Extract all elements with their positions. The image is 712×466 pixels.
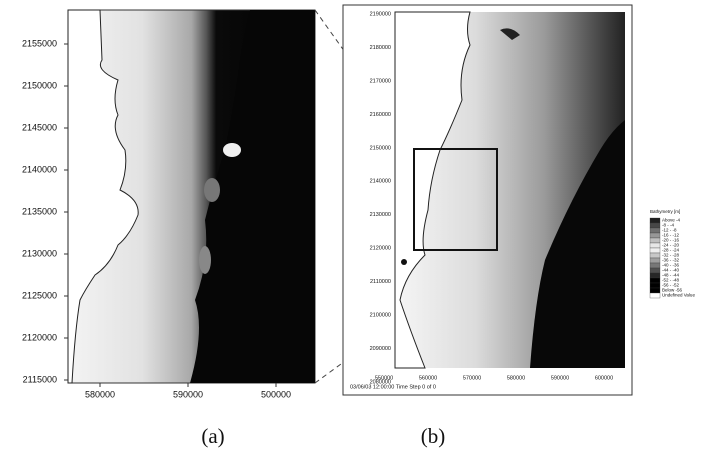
y-tick-label: 2130000 bbox=[22, 248, 57, 258]
y-tick-label: 2180000 bbox=[370, 45, 391, 51]
y-tick-label: 2125000 bbox=[22, 290, 57, 300]
y-tick-label: 2140000 bbox=[370, 179, 391, 185]
y-tick-label: 2130000 bbox=[370, 212, 391, 218]
legend-swatch bbox=[650, 273, 660, 278]
legend-swatch bbox=[650, 278, 660, 283]
y-tick-label: 2190000 bbox=[370, 11, 391, 17]
legend-swatch bbox=[650, 253, 660, 258]
y-tick-label: 2135000 bbox=[22, 206, 57, 216]
x-tick-label: 500000 bbox=[261, 389, 291, 399]
y-tick-label: 2115000 bbox=[23, 374, 57, 384]
y-tick-label: 2120000 bbox=[370, 246, 391, 252]
y-tick-label: 2110000 bbox=[370, 279, 391, 285]
y-tick-label: 2100000 bbox=[370, 313, 391, 319]
x-tick-label: 570000 bbox=[463, 375, 481, 381]
legend-swatch bbox=[650, 293, 660, 298]
map-a bbox=[68, 10, 315, 383]
legend-swatch bbox=[650, 238, 660, 243]
caption: (b) bbox=[421, 424, 446, 448]
x-tick-label: 580000 bbox=[85, 389, 115, 399]
legend-swatch bbox=[650, 218, 660, 223]
map-b bbox=[395, 12, 625, 368]
legend-label: Undefined Value bbox=[662, 293, 695, 298]
legend-swatch bbox=[650, 288, 660, 293]
x-tick-label: 550000 bbox=[375, 375, 393, 381]
footnote: 03/06/03 12:00:00 Time Step 0 of 0 bbox=[350, 384, 436, 390]
figure: Bathymetry [m] Above -4-8 - -4-12 - -8-1… bbox=[0, 0, 712, 466]
legend-swatch bbox=[650, 248, 660, 253]
legend-swatch bbox=[650, 223, 660, 228]
x-tick-label: 600000 bbox=[595, 375, 613, 381]
y-tick-label: 2170000 bbox=[370, 78, 391, 84]
legend-swatch bbox=[650, 283, 660, 288]
legend-title: Bathymetry [m] bbox=[650, 209, 680, 214]
y-tick-label: 2145000 bbox=[22, 122, 57, 132]
y-tick-label: 2150000 bbox=[370, 145, 391, 151]
legend-swatch bbox=[650, 263, 660, 268]
legend-swatch bbox=[650, 228, 660, 233]
x-tick-label: 560000 bbox=[419, 375, 437, 381]
y-tick-label: 2090000 bbox=[370, 346, 391, 352]
y-tick-label: 2155000 bbox=[22, 38, 57, 48]
y-tick-label: 2150000 bbox=[22, 80, 57, 90]
y-tick-label: 2120000 bbox=[22, 332, 57, 342]
x-tick-label: 580000 bbox=[507, 375, 525, 381]
y-tick-label: 2140000 bbox=[22, 164, 57, 174]
legend-swatch bbox=[650, 258, 660, 263]
x-tick-label: 590000 bbox=[173, 389, 203, 399]
legend: Bathymetry [m] Above -4-8 - -4-12 - -8-1… bbox=[650, 209, 695, 298]
legend-swatch bbox=[650, 243, 660, 248]
caption: (a) bbox=[201, 424, 224, 448]
legend-swatch bbox=[650, 233, 660, 238]
y-tick-label: 2160000 bbox=[370, 112, 391, 118]
legend-swatch bbox=[650, 268, 660, 273]
x-tick-label: 590000 bbox=[551, 375, 569, 381]
